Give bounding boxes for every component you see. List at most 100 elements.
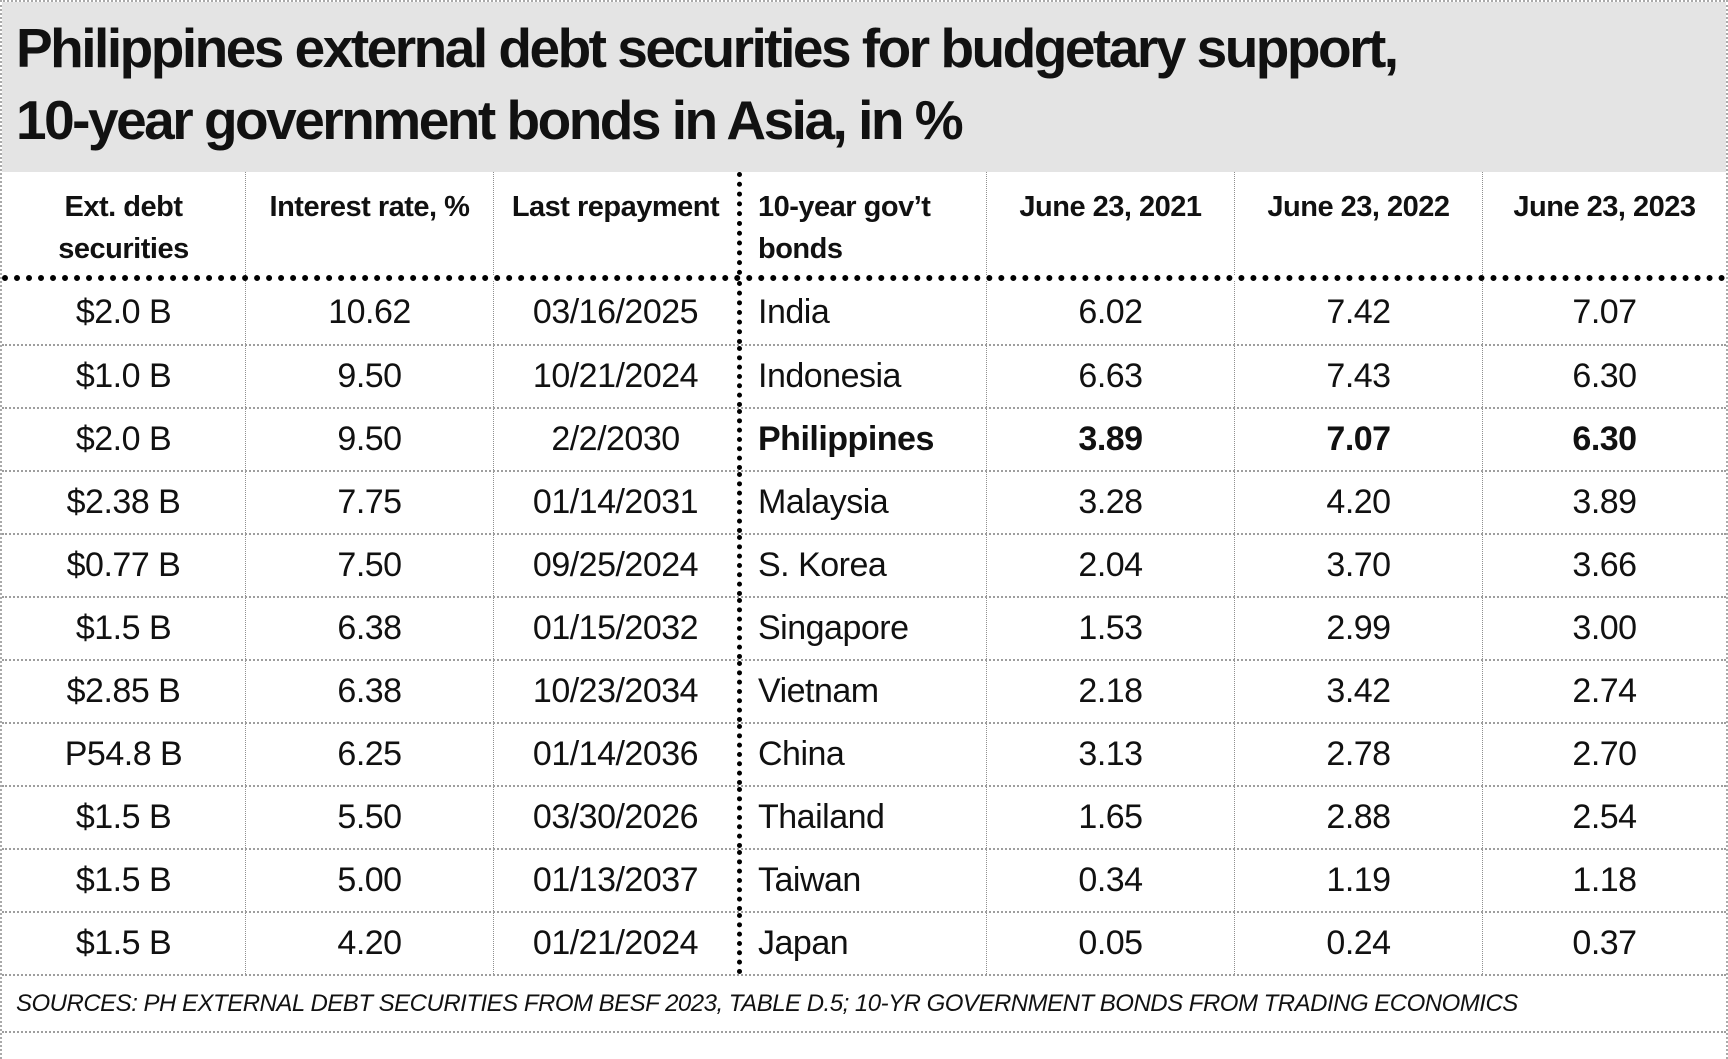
cell-y2021: 2.18 <box>987 661 1235 722</box>
cell-y2021: 0.34 <box>987 850 1235 911</box>
cell-interest_rate: 10.62 <box>246 281 494 344</box>
cell-y2022: 4.20 <box>1235 472 1483 533</box>
cell-last_repayment: 01/21/2024 <box>532 924 699 962</box>
cell-y2021: 0.05 <box>987 913 1235 974</box>
source-note: SOURCES: PH EXTERNAL DEBT SECURITIES FRO… <box>2 974 1726 1033</box>
cell-interest_rate: 7.50 <box>246 535 494 596</box>
cell-ext_debt: $1.5 B <box>2 598 246 659</box>
cell-y2023: 2.54 <box>1572 798 1637 836</box>
cell-interest_rate: 9.50 <box>246 346 494 407</box>
cell-y2021: 6.63 <box>987 346 1235 407</box>
cell-last_repayment: 01/13/2037 <box>532 861 699 899</box>
cell-y2022: 3.42 <box>1235 661 1483 722</box>
cell-y2022: 2.78 <box>1235 724 1483 785</box>
cell-y2023: 3.89 <box>1572 483 1637 521</box>
table-row-singapore: $1.5 B 6.38 01/15/2032 Singapore 1.53 2.99 3.0… <box>2 596 1726 659</box>
table-body: $2.0 B 10.62 03/16/2025 India 6.02 7.42 7.07 $1… <box>2 281 1726 974</box>
cell-country: Japan <box>737 913 987 974</box>
table-row-india: $2.0 B 10.62 03/16/2025 India 6.02 7.42 7.07 <box>2 281 1726 344</box>
cell-y2023: 3.66 <box>1572 546 1637 584</box>
cell-country: Thailand <box>737 787 987 848</box>
cell-interest_rate: 6.38 <box>246 598 494 659</box>
cell-last_repayment: 10/23/2034 <box>532 672 699 710</box>
cell-y2022: 1.19 <box>1235 850 1483 911</box>
cell-y2023: 3.00 <box>1572 609 1637 647</box>
cell-country: Indonesia <box>737 346 987 407</box>
cell-y2021: 1.65 <box>987 787 1235 848</box>
cell-interest_rate: 6.38 <box>246 661 494 722</box>
cell-ext_debt: $1.5 B <box>2 787 246 848</box>
table-row-thailand: $1.5 B 5.50 03/30/2026 Thailand 1.65 2.88 2.54 <box>2 785 1726 848</box>
cell-y2021: 2.04 <box>987 535 1235 596</box>
cell-country: Philippines <box>737 409 987 470</box>
cell-last_repayment: 10/21/2024 <box>532 357 699 395</box>
cell-y2021: 6.02 <box>987 281 1235 344</box>
cell-y2022: 2.88 <box>1235 787 1483 848</box>
header-cell-y2023: June 23, 2023 <box>1513 191 1696 223</box>
cell-y2022: 2.99 <box>1235 598 1483 659</box>
cell-y2021: 1.53 <box>987 598 1235 659</box>
cell-interest_rate: 4.20 <box>246 913 494 974</box>
cell-last_repayment: 01/14/2031 <box>532 483 699 521</box>
cell-y2023: 2.74 <box>1572 672 1637 710</box>
cell-y2022: 3.70 <box>1235 535 1483 596</box>
cell-y2022: 7.43 <box>1235 346 1483 407</box>
title-block: Philippines external debt securities for… <box>2 2 1726 172</box>
header-cell-y2022: June 23, 2022 <box>1235 172 1483 275</box>
page-title-line-1: Philippines external debt securities for… <box>16 17 1399 79</box>
table-row-malaysia: $2.38 B 7.75 01/14/2031 Malaysia 3.28 4.20 3.8… <box>2 470 1726 533</box>
table-row-philippines: $2.0 B 9.50 2/2/2030 Philippines 3.89 7.07 6.3… <box>2 407 1726 470</box>
cell-ext_debt: $2.38 B <box>2 472 246 533</box>
table-header-row: Ext. debt securities Interest rate, % Last… <box>2 172 1726 281</box>
cell-y2023: 1.18 <box>1572 861 1637 899</box>
cell-last_repayment: 2/2/2030 <box>551 420 680 458</box>
cell-last_repayment: 03/16/2025 <box>532 293 699 331</box>
cell-interest_rate: 5.00 <box>246 850 494 911</box>
cell-country: China <box>737 724 987 785</box>
cell-y2023: 6.30 <box>1572 420 1637 458</box>
cell-interest_rate: 7.75 <box>246 472 494 533</box>
cell-y2023: 7.07 <box>1572 293 1637 331</box>
cell-y2021: 3.89 <box>987 409 1235 470</box>
cell-country: S. Korea <box>737 535 987 596</box>
table-row-s-korea: $0.77 B 7.50 09/25/2024 S. Korea 2.04 3.70 3.6… <box>2 533 1726 596</box>
cell-ext_debt: P54.8 B <box>2 724 246 785</box>
cell-ext_debt: $1.0 B <box>2 346 246 407</box>
header-cell-y2021: June 23, 2021 <box>987 172 1235 275</box>
page-title-line-2: 10-year government bonds in Asia, in % <box>16 89 964 151</box>
header-cell-last_repayment: Last repayment <box>511 191 720 223</box>
cell-y2023: 0.37 <box>1572 924 1637 962</box>
cell-ext_debt: $2.85 B <box>2 661 246 722</box>
cell-ext_debt: $1.5 B <box>2 850 246 911</box>
cell-interest_rate: 9.50 <box>246 409 494 470</box>
cell-y2022: 7.42 <box>1235 281 1483 344</box>
cell-y2022: 7.07 <box>1235 409 1483 470</box>
cell-last_repayment: 01/14/2036 <box>532 735 699 773</box>
cell-ext_debt: $2.0 B <box>2 281 246 344</box>
cell-country: Singapore <box>737 598 987 659</box>
header-cell-ext_debt: Ext. debt securities <box>2 172 246 275</box>
cell-y2023: 2.70 <box>1572 735 1637 773</box>
cell-country: Taiwan <box>737 850 987 911</box>
cell-country: India <box>737 281 987 344</box>
cell-country: Malaysia <box>737 472 987 533</box>
table-row-taiwan: $1.5 B 5.00 01/13/2037 Taiwan 0.34 1.19 1.18 <box>2 848 1726 911</box>
table-row-china: P54.8 B 6.25 01/14/2036 China 3.13 2.78 2.70 <box>2 722 1726 785</box>
cell-y2021: 3.28 <box>987 472 1235 533</box>
cell-ext_debt: $1.5 B <box>2 913 246 974</box>
cell-ext_debt: $2.0 B <box>2 409 246 470</box>
header-cell-interest_rate: Interest rate, % <box>246 172 494 275</box>
table-row-indonesia: $1.0 B 9.50 10/21/2024 Indonesia 6.63 7.43 6.3… <box>2 344 1726 407</box>
cell-last_repayment: 01/15/2032 <box>532 609 699 647</box>
cell-last_repayment: 09/25/2024 <box>532 546 699 584</box>
cell-country: Vietnam <box>737 661 987 722</box>
cell-interest_rate: 5.50 <box>246 787 494 848</box>
table-row-japan: $1.5 B 4.20 01/21/2024 Japan 0.05 0.24 0.37 <box>2 911 1726 974</box>
cell-y2021: 3.13 <box>987 724 1235 785</box>
cell-y2023: 6.30 <box>1572 357 1637 395</box>
cell-interest_rate: 6.25 <box>246 724 494 785</box>
cell-ext_debt: $0.77 B <box>2 535 246 596</box>
cell-last_repayment: 03/30/2026 <box>532 798 699 836</box>
cell-y2022: 0.24 <box>1235 913 1483 974</box>
